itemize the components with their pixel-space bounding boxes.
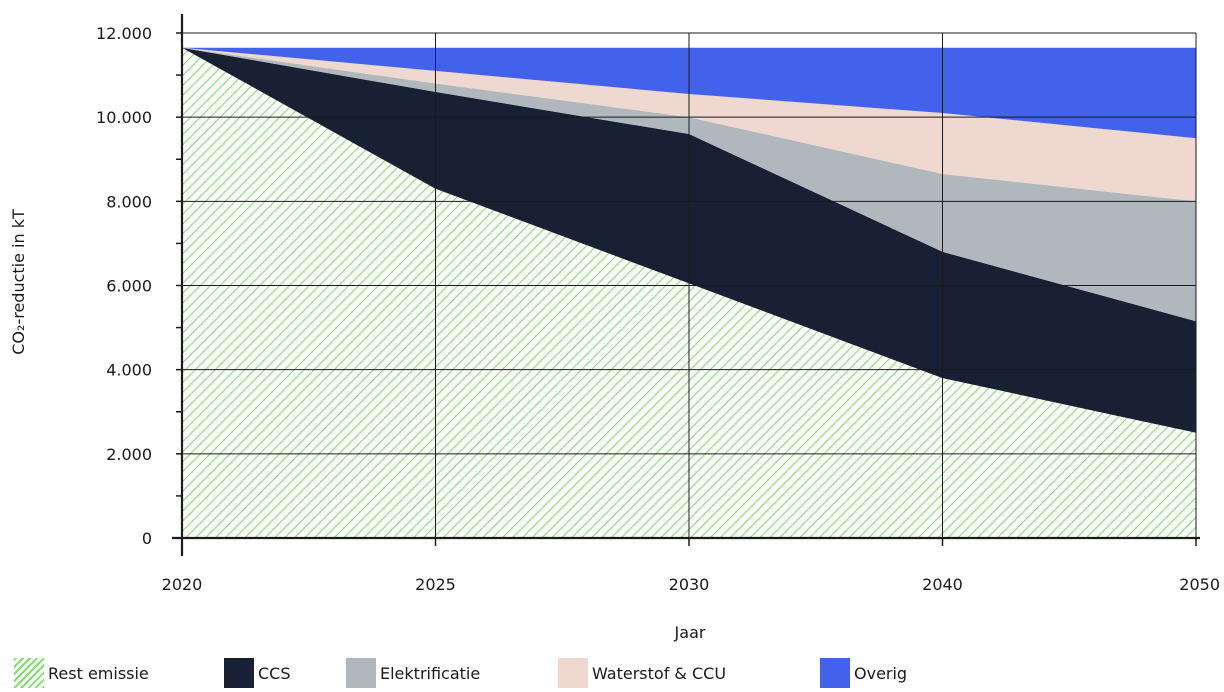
legend-swatch	[820, 658, 850, 688]
legend-label: Waterstof & CCU	[592, 663, 727, 683]
y-axis-title: CO₂-reductie in kT	[9, 209, 28, 355]
y-tick-label: 6.000	[106, 277, 152, 296]
y-tick-label: 8.000	[106, 192, 152, 211]
legend-label: Overig	[854, 663, 908, 683]
legend-item: CCS	[224, 656, 346, 690]
legend-swatch	[224, 658, 254, 688]
y-tick-label: 10.000	[96, 108, 152, 127]
legend-item: Rest emissie	[14, 656, 224, 690]
y-tick-label: 2.000	[106, 445, 152, 464]
y-tick-label: 12.000	[96, 24, 152, 43]
x-tick-label: 2040	[922, 575, 963, 594]
legend-swatch	[14, 658, 44, 688]
legend-label: Rest emissie	[48, 663, 149, 683]
axes	[172, 14, 1200, 556]
y-tick-labels: 0 2.000 4.000 6.000 8.000 10.000 12.000	[96, 24, 152, 548]
legend-swatch	[346, 658, 376, 688]
x-tick-label: 2050	[1179, 575, 1220, 594]
legend-item: Overig	[820, 656, 940, 690]
y-tick-label: 0	[142, 529, 152, 548]
legend-item: Elektrificatie	[346, 656, 558, 690]
x-tick-label: 2020	[162, 575, 203, 594]
legend-label: CCS	[258, 663, 291, 683]
legend-item: Waterstof & CCU	[558, 656, 820, 690]
x-tick-label: 2025	[415, 575, 456, 594]
gridlines	[182, 32, 1197, 538]
y-tick-label: 4.000	[106, 361, 152, 380]
legend-swatch	[558, 658, 588, 688]
legend: Rest emissie CCS Elektrificatie Waterstof &…	[14, 656, 1214, 690]
area-elektrificatie	[182, 47, 1196, 322]
x-axis-title: Jaar	[674, 623, 706, 642]
legend-label: Elektrificatie	[380, 663, 481, 683]
x-tick-label: 2030	[669, 575, 710, 594]
x-tick-labels: 2020 2025 2030 2040 2050	[162, 575, 1220, 594]
